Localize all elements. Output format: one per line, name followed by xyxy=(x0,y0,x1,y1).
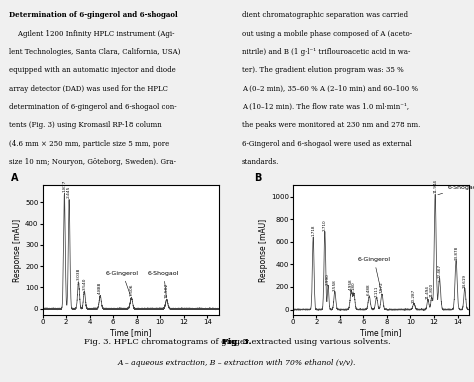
X-axis label: Time [min]: Time [min] xyxy=(110,328,152,337)
Text: 4.888: 4.888 xyxy=(98,282,102,294)
Text: 6-Gingerol: 6-Gingerol xyxy=(106,271,139,296)
Text: (4.6 mm × 250 mm, particle size 5 mm, pore: (4.6 mm × 250 mm, particle size 5 mm, po… xyxy=(9,140,170,148)
Text: the peaks were monitored at 230 nm and 278 nm.: the peaks were monitored at 230 nm and 2… xyxy=(242,121,420,129)
Text: ter). The gradient elution program was: 35 %: ter). The gradient elution program was: … xyxy=(242,66,403,74)
Text: 2.445: 2.445 xyxy=(67,186,71,199)
Text: 2.710: 2.710 xyxy=(323,219,327,231)
Text: B: B xyxy=(254,173,262,183)
Text: 10.502: 10.502 xyxy=(164,283,169,298)
Text: Fig. 3. HPLC chromatograms of ginger extracted using various solvents.: Fig. 3. HPLC chromatograms of ginger ext… xyxy=(84,338,390,346)
Text: 14.619: 14.619 xyxy=(463,274,467,288)
Text: 6-Gingerol and 6-shogaol were used as external: 6-Gingerol and 6-shogaol were used as ex… xyxy=(242,140,411,148)
Y-axis label: Response [mAU]: Response [mAU] xyxy=(13,219,22,282)
Text: A (10–12 min). The flow rate was 1.0 ml·min⁻¹,: A (10–12 min). The flow rate was 1.0 ml·… xyxy=(242,103,409,111)
Text: 6-Shogaol: 6-Shogaol xyxy=(438,185,474,195)
Text: 11.494: 11.494 xyxy=(426,285,430,299)
Text: determination of 6-gingerol and 6-shogaol con-: determination of 6-gingerol and 6-shogao… xyxy=(9,103,177,111)
Text: Fig. 3.: Fig. 3. xyxy=(222,338,252,346)
Text: Determination of 6-gingerol and 6-shogaol: Determination of 6-gingerol and 6-shogao… xyxy=(9,11,178,19)
Text: size 10 nm; Nouryon, Göteborg, Sweden). Gra-: size 10 nm; Nouryon, Göteborg, Sweden). … xyxy=(9,158,176,166)
Text: 7.506: 7.506 xyxy=(129,284,133,296)
Y-axis label: Response [mAU]: Response [mAU] xyxy=(259,219,268,282)
Text: 12.467: 12.467 xyxy=(438,264,441,278)
Text: 1.877: 1.877 xyxy=(63,180,66,192)
Text: A (0–2 min), 35–60 % A (2–10 min) and 60–100 %: A (0–2 min), 35–60 % A (2–10 min) and 60… xyxy=(242,85,418,93)
Text: 11.800: 11.800 xyxy=(429,283,434,297)
Text: dient chromatographic separation was carried: dient chromatographic separation was car… xyxy=(242,11,408,19)
Text: 3.038: 3.038 xyxy=(76,268,81,280)
Text: 7.111: 7.111 xyxy=(374,285,379,297)
Text: 3.540: 3.540 xyxy=(82,278,86,290)
Text: 4.958: 4.958 xyxy=(349,278,353,290)
Text: Agilent 1200 Infinity HPLC instrument (Agi-: Agilent 1200 Infinity HPLC instrument (A… xyxy=(9,30,175,38)
Text: equipped with an automatic injector and diode: equipped with an automatic injector and … xyxy=(9,66,176,74)
Text: standards.: standards. xyxy=(242,158,279,166)
Text: tents (Fig. 3) using Kromasil RP-18 column: tents (Fig. 3) using Kromasil RP-18 colu… xyxy=(9,121,162,129)
Text: 10.287: 10.287 xyxy=(412,288,416,303)
Text: 5.180: 5.180 xyxy=(352,282,356,293)
Text: 2.990: 2.990 xyxy=(326,273,330,285)
Text: Fig. 3.: Fig. 3. xyxy=(222,338,252,346)
Text: 6.488: 6.488 xyxy=(367,284,371,295)
Text: array detector (DAD) was used for the HPLC: array detector (DAD) was used for the HP… xyxy=(9,85,168,93)
Text: out using a mobile phase composed of A (aceto-: out using a mobile phase composed of A (… xyxy=(242,30,412,38)
Text: A – aqueous extraction, B – extraction with 70% ethanol (v/v).: A – aqueous extraction, B – extraction w… xyxy=(118,359,356,367)
Text: 11.944: 11.944 xyxy=(433,180,437,193)
Text: 1.718: 1.718 xyxy=(311,225,315,236)
Text: 3.558: 3.558 xyxy=(333,279,337,291)
X-axis label: Time [min]: Time [min] xyxy=(360,328,402,337)
Text: A: A xyxy=(11,173,18,183)
Text: nitrile) and B (1 g·l⁻¹ triflouroacetic acid in wa-: nitrile) and B (1 g·l⁻¹ triflouroacetic … xyxy=(242,48,410,56)
Text: 7.572: 7.572 xyxy=(380,282,384,293)
Text: 13.878: 13.878 xyxy=(454,246,458,260)
Text: lent Technologies, Santa Clara, California, USA): lent Technologies, Santa Clara, Californ… xyxy=(9,48,181,56)
Text: 6-Gingerol: 6-Gingerol xyxy=(357,257,391,292)
Text: 6-Shogaol: 6-Shogaol xyxy=(148,271,179,297)
